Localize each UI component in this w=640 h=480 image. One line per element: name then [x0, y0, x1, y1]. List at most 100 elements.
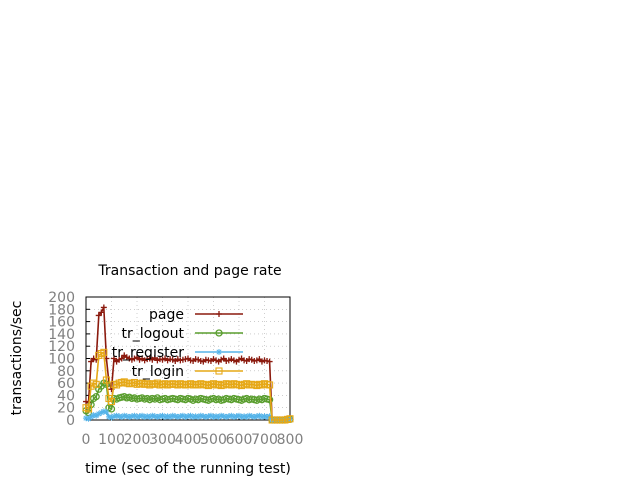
data-point: [111, 413, 118, 420]
data-point: [92, 380, 100, 388]
data-point: [228, 412, 235, 419]
data-point: [253, 413, 260, 420]
data-point: [266, 358, 273, 365]
data-point: [251, 413, 258, 420]
legend-swatch-marker: [216, 349, 222, 355]
data-point: [146, 413, 153, 420]
data-point: [95, 312, 102, 319]
data-point: [177, 413, 184, 420]
data-point: [108, 414, 115, 421]
legend-item-tr-login: tr_login: [132, 364, 243, 380]
data-point: [164, 413, 171, 420]
data-point: [90, 412, 97, 419]
legend-item-page: page: [149, 307, 243, 323]
data-point: [213, 413, 220, 420]
data-point: [151, 413, 158, 420]
data-point: [265, 396, 274, 404]
data-point: [236, 412, 242, 419]
data-point: [197, 412, 204, 419]
legend-label: tr_register: [112, 345, 184, 361]
data-point: [200, 413, 207, 420]
legend-swatch-marker: [215, 329, 223, 337]
data-point: [98, 409, 105, 416]
data-point: [95, 410, 102, 417]
legend-swatch-marker: [216, 311, 222, 317]
y-axis-label: transactions/sec: [9, 301, 25, 416]
data-point: [187, 412, 194, 419]
data-point: [190, 413, 197, 420]
data-point: [192, 413, 199, 420]
data-point: [185, 413, 191, 420]
data-point: [238, 413, 245, 420]
legend-label: page: [149, 307, 184, 323]
chart-title: Transaction and page rate: [97, 263, 281, 279]
data-point: [246, 412, 253, 419]
data-point: [207, 412, 214, 419]
y-tick-label: 120: [48, 339, 75, 355]
data-point: [195, 413, 202, 420]
x-tick-label: 600: [226, 432, 253, 448]
data-point: [210, 413, 217, 420]
data-point: [141, 413, 148, 420]
legend: page tr_logout tr_register tr_login: [112, 307, 243, 380]
y-tick-label: 60: [57, 376, 75, 392]
y-tick-label: 40: [57, 388, 75, 404]
data-point: [169, 412, 176, 419]
x-tick-label: 0: [82, 432, 91, 448]
data-point: [144, 413, 151, 420]
data-point: [134, 413, 140, 420]
data-point: [116, 413, 123, 420]
y-tick-label: 140: [48, 327, 75, 343]
data-point: [149, 412, 156, 419]
data-point: [286, 415, 294, 423]
data-point: [172, 413, 179, 420]
legend-item-tr-logout: tr_logout: [121, 326, 243, 342]
data-point: [100, 304, 107, 311]
x-tick-label: 200: [124, 432, 151, 448]
data-point: [215, 413, 222, 420]
data-point: [167, 413, 174, 420]
data-point: [83, 415, 89, 422]
y-tick-label: 180: [48, 302, 75, 318]
data-point: [100, 408, 107, 415]
legend-label: tr_login: [132, 364, 184, 380]
series-layer: [82, 304, 294, 424]
data-point: [118, 413, 125, 420]
data-point: [202, 413, 209, 420]
data-point: [179, 412, 186, 419]
legend-swatch-marker: [215, 367, 223, 375]
data-point: [105, 413, 112, 420]
data-point: [223, 413, 230, 420]
data-point: [248, 413, 255, 420]
data-point: [258, 413, 265, 420]
data-point: [88, 358, 95, 365]
data-point: [102, 376, 110, 384]
data-point: [266, 381, 274, 389]
x-axis-label: time (sec of the running test): [85, 461, 291, 477]
data-point: [126, 413, 133, 420]
data-point: [100, 348, 108, 356]
data-point: [264, 413, 271, 420]
x-tick-label: 700: [251, 432, 278, 448]
series-tr-login: [82, 348, 294, 424]
data-point: [241, 413, 248, 420]
data-point: [123, 413, 130, 420]
data-point: [218, 412, 225, 419]
data-point: [111, 355, 118, 362]
data-point: [182, 413, 189, 420]
data-point: [118, 355, 125, 362]
grid-lines: [86, 297, 290, 420]
data-point: [243, 413, 250, 420]
data-point: [205, 413, 212, 420]
data-point: [154, 413, 161, 420]
data-point: [131, 412, 138, 419]
y-tick-label: 200: [48, 290, 75, 306]
x-tick-label: 500: [200, 432, 227, 448]
y-tick-label: 80: [57, 364, 75, 380]
legend-item-tr-register: tr_register: [112, 345, 243, 361]
data-point: [220, 413, 227, 420]
x-tick-label: 800: [277, 432, 304, 448]
data-point: [225, 413, 232, 420]
